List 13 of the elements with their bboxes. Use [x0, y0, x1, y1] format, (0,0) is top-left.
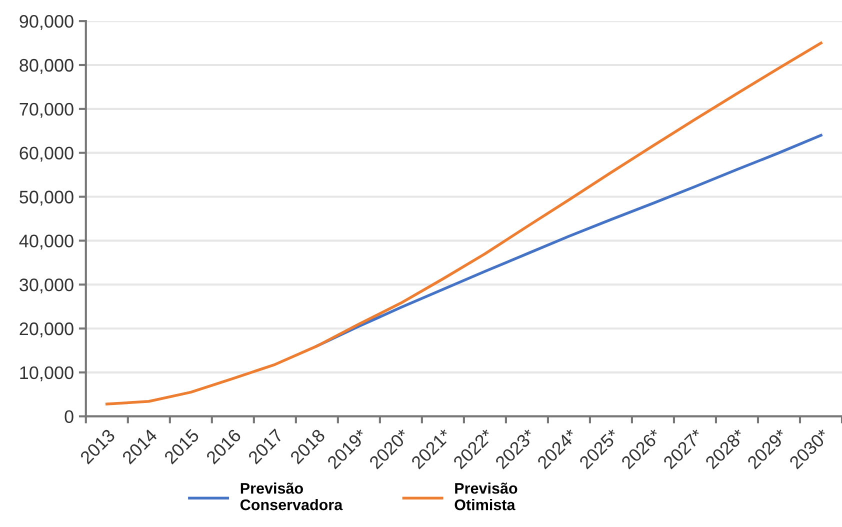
y-tick-label: 80,000	[20, 58, 74, 74]
y-tick-label: 10,000	[20, 366, 74, 382]
y-tick-label: 60,000	[20, 146, 74, 162]
line-series	[105, 42, 822, 406]
y-tick-label: 50,000	[20, 190, 74, 206]
y-tick-label: 0	[64, 410, 74, 424]
y-tick-label: 40,000	[19, 234, 74, 250]
y-tick-label: 30,000	[20, 278, 74, 294]
y-tick-label: 70,000	[20, 102, 74, 118]
legend-label: Previsão Otimista	[454, 482, 518, 510]
legend-label: Previsão Conservadora	[240, 482, 343, 510]
y-tick-label: 90,000	[20, 15, 74, 30]
y-tick-label: 20,000	[20, 322, 74, 338]
